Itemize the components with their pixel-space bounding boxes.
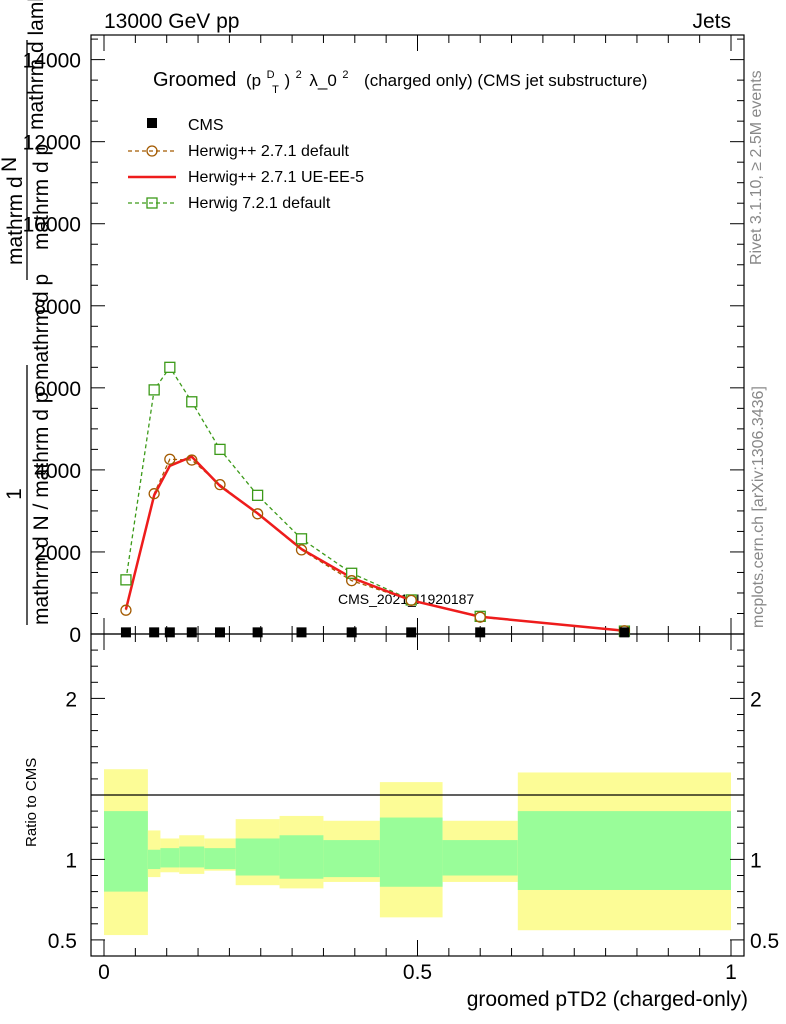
herwig7-point	[148, 384, 160, 396]
herwig-default-point	[251, 508, 264, 520]
y-label-one: 1	[3, 488, 26, 500]
ratio-y-label: Ratio to CMS	[23, 758, 40, 847]
herwig-default-point	[346, 575, 358, 587]
y-tick-label: 2000	[34, 542, 81, 565]
rivet-version-label: Rivet 3.1.10, ≥ 2.5M events	[748, 70, 765, 265]
data-series	[120, 361, 631, 638]
ratio-tick-label: 0.5	[48, 930, 77, 953]
mcplots-label: mcplots.cern.ch [arXiv:1306.3436]	[750, 386, 767, 628]
y-tick-label: 14000	[23, 50, 81, 73]
title-sub-t: T	[272, 84, 279, 96]
x-tick-label: 0.5	[403, 961, 432, 984]
herwig-default-point	[186, 454, 198, 466]
ratio-green-band	[179, 846, 205, 868]
herwig7-point	[295, 533, 308, 545]
ratio-green-band	[442, 840, 518, 876]
legend-herwig7-label: Herwig 7.2.1 default	[188, 195, 331, 212]
herwig-default-point	[474, 611, 486, 623]
cms-point	[406, 627, 417, 638]
svg-text:Groomed (p D: Groomed (p D T ) 2 λ_0 2 (charged only) …	[153, 61, 647, 98]
y-label-den-line1-tail: mathrm d p	[30, 144, 53, 250]
cms-point	[619, 627, 630, 638]
herwig-default-point	[120, 604, 132, 616]
ratio-uncertainty-bands	[104, 769, 731, 936]
x-tick-label: 0	[98, 961, 110, 984]
ratio-tick-label: 0.5	[750, 930, 779, 953]
cms-point	[149, 627, 160, 638]
herwig-default-point	[148, 488, 160, 500]
ratio-tick-label: 2	[750, 688, 762, 711]
title-sup-d: D	[267, 69, 275, 81]
series-herwig-ueee5-line	[124, 455, 625, 632]
y-label-numerator: mathrm d	[4, 176, 27, 265]
title-lambda: λ_0	[309, 71, 336, 90]
herwig-default-point	[214, 479, 226, 491]
legend-herwig-ueee5-label: Herwig++ 2.7.1 UE-EE-5	[188, 169, 364, 186]
title-suffix: (charged only) (CMS jet substructure)	[364, 71, 647, 90]
herwig7-point	[346, 567, 358, 579]
herwig-default-point	[164, 453, 176, 465]
ratio-green-band	[160, 848, 180, 868]
x-axis: 0 0.5 1	[98, 35, 737, 984]
ratio-green-band	[235, 838, 280, 876]
cms-point	[296, 627, 307, 638]
ratio-green-band	[147, 849, 161, 870]
herwig-default-point	[405, 594, 417, 607]
title-close: )	[284, 71, 290, 90]
cms-point	[186, 627, 197, 638]
y-label-numerator-tail: N	[0, 157, 21, 172]
ratio-green-band	[323, 840, 380, 878]
ratio-green-band	[104, 811, 148, 892]
y-tick-label: 0	[69, 624, 81, 647]
cms-point	[120, 627, 131, 638]
title-prefix: Groomed	[153, 69, 236, 91]
x-tick-label: 1	[725, 961, 737, 984]
y-tick-label: 10000	[23, 214, 81, 237]
y-label-den-line1: mathrm d p	[30, 274, 53, 380]
title-sup-2b: 2	[342, 69, 348, 81]
ratio-green-band	[204, 848, 236, 870]
ratio-tick-label: 2	[65, 688, 77, 711]
y-tick-label: 6000	[34, 378, 81, 401]
herwig7-point	[251, 489, 264, 501]
legend-cms-label: CMS	[188, 117, 224, 134]
y-label-den-line2: mathrm d lambda	[25, 0, 48, 130]
cms-point	[214, 627, 225, 638]
series-herwig7-line	[125, 366, 625, 632]
herwig-default-point	[295, 544, 308, 556]
ratio-green-band	[379, 817, 443, 887]
herwig7-point	[120, 574, 132, 586]
title-p: (p	[246, 71, 261, 90]
plot-title: Groomed (p D T ) 2 λ_0 2 (charged only) …	[153, 61, 647, 98]
herwig7-point	[186, 396, 198, 408]
cms-point	[252, 627, 263, 638]
legend: CMS Herwig++ 2.7.1 default Herwig++ 2.7.…	[128, 117, 364, 212]
ratio-green-band	[517, 811, 731, 890]
y-tick-label: 4000	[34, 460, 81, 483]
legend-cms-marker	[147, 118, 157, 128]
header-left: 13000 GeV pp	[104, 10, 239, 33]
ratio-green-band	[279, 835, 324, 879]
ratio-tick-label: 1	[750, 849, 762, 872]
x-axis-label: groomed pTD2 (charged-only)	[467, 988, 748, 1011]
y-axis-label: 1 mathrm d N / mathrm d p mathrm d N mat…	[0, 0, 53, 625]
ratio-tick-label: 1	[65, 849, 77, 872]
y-tick-label: 12000	[23, 132, 81, 155]
legend-herwig7-marker	[146, 197, 158, 209]
cms-point	[346, 627, 357, 638]
main-y-axis: 2000 4000 6000 8000 10000 12000 14000 0	[23, 38, 744, 647]
ratio-y-axis: 0.5 0.5 1 1 2 2	[48, 649, 779, 953]
header-right: Jets	[692, 10, 731, 33]
herwig7-point	[164, 361, 176, 373]
herwig7-point	[214, 443, 226, 456]
cms-point	[164, 627, 175, 638]
y-tick-label: 8000	[34, 296, 81, 319]
title-sup-2: 2	[296, 69, 302, 81]
legend-herwig-default-label: Herwig++ 2.7.1 default	[188, 143, 350, 160]
legend-herwig-default-marker	[146, 145, 158, 157]
cms-point	[475, 627, 486, 638]
y-label-denominator: mathrm d N / mathrm d p	[30, 392, 53, 625]
